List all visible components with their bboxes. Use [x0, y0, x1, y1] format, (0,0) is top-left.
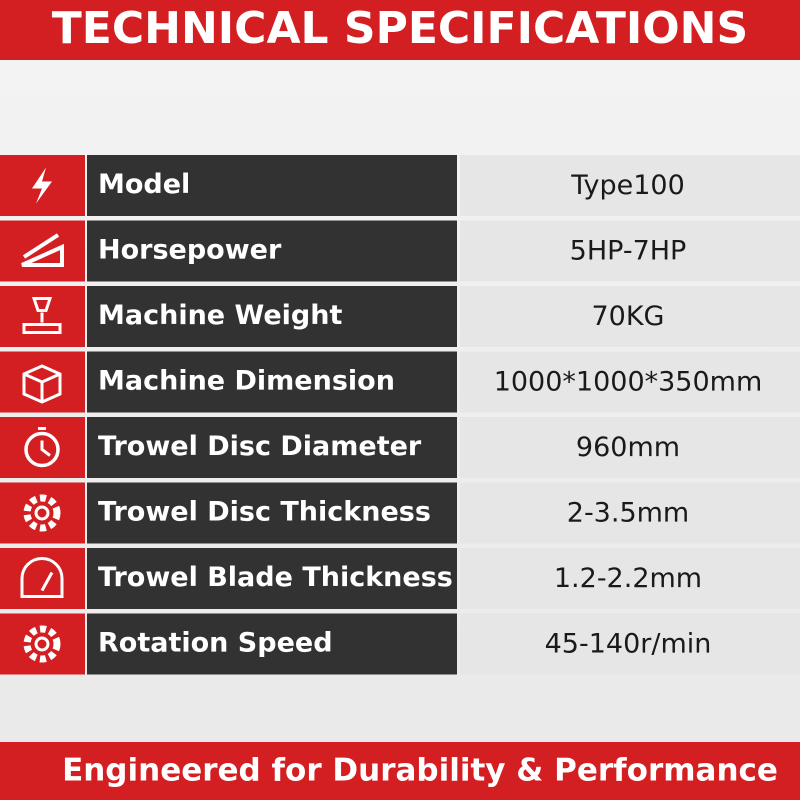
row-icon [20, 557, 64, 598]
spec-label: Trowel Disc Diameter [98, 431, 422, 462]
label-cell [87, 286, 457, 347]
spec-label: Horsepower [98, 235, 282, 266]
label-cell [87, 548, 457, 609]
spec-label: Model [98, 169, 190, 200]
spec-value: 5HP-7HP [570, 236, 687, 267]
spec-label: Machine Dimension [98, 366, 395, 397]
row-icon [23, 494, 61, 532]
spec-value: 70KG [592, 301, 665, 332]
value-cell [460, 351, 800, 413]
value-cell [460, 220, 800, 282]
label-cell [87, 351, 457, 413]
value-cell [460, 613, 800, 675]
label-cell [87, 482, 457, 544]
row-icon [21, 233, 64, 267]
spec-value: 45-140r/min [545, 629, 712, 660]
spec-value: Type100 [570, 170, 685, 201]
spec-row: Trowel Blade Thickness 1.2-2.2mm [0, 548, 800, 609]
spec-label: Rotation Speed [98, 628, 333, 659]
value-cell [460, 417, 800, 478]
spec-label: Trowel Blade Thickness [98, 562, 453, 593]
spec-row: Trowel Disc Diameter 960mm [0, 417, 800, 478]
label-cell [87, 155, 457, 216]
spec-row: Machine Weight 70KG [0, 286, 800, 347]
row-icon [23, 625, 61, 663]
icon-cell [0, 482, 85, 544]
spec-value: 960mm [576, 432, 680, 463]
spec-row: Horsepower 5HP-7HP [0, 220, 800, 282]
value-cell [460, 286, 800, 347]
label-cell [87, 220, 457, 282]
row-icon [24, 427, 60, 468]
icon-cell [0, 220, 85, 282]
spec-row: Trowel Disc Thickness 2-3.5mm [0, 482, 800, 544]
footer-banner [0, 742, 800, 800]
value-cell [460, 482, 800, 544]
spec-value: 2-3.5mm [567, 498, 689, 529]
row-icon [22, 364, 62, 404]
value-cell [460, 155, 800, 216]
spec-label: Trowel Disc Thickness [98, 497, 431, 528]
spec-row: Machine Dimension 1000*1000*350mm [0, 351, 800, 413]
spec-value: 1.2-2.2mm [554, 563, 702, 594]
footer-text: Engineered for Durability & Performance [62, 753, 778, 789]
header-banner [0, 0, 800, 60]
spec-row: Rotation Speed 45-140r/min [0, 613, 800, 675]
spec-table: Model Type100 Horsepower 5HP-7HP Machine Wei… [0, 155, 800, 675]
row-icon [22, 297, 62, 334]
label-cell [87, 613, 457, 675]
value-cell [460, 548, 800, 609]
spec-row: Model Type100 [0, 155, 800, 216]
spec-value: 1000*1000*350mm [494, 367, 763, 398]
row-icon [32, 167, 52, 204]
label-cell [87, 417, 457, 478]
icon-cell [0, 613, 85, 675]
header-title: TECHNICAL SPECIFICATIONS [52, 3, 748, 54]
spec-label: Machine Weight [98, 300, 342, 331]
